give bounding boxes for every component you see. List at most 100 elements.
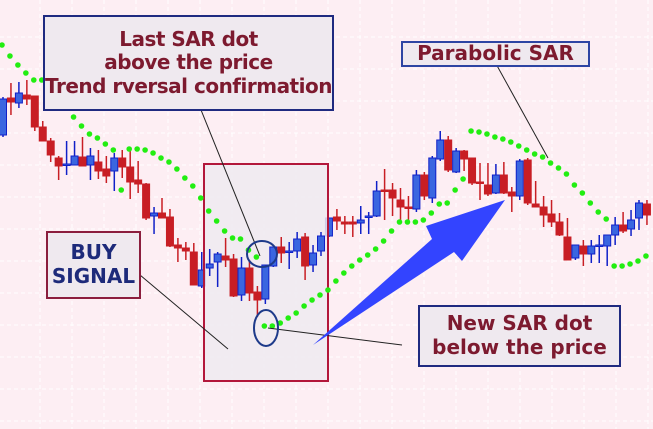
candle-body (6, 97, 15, 103)
candle-body (428, 157, 437, 199)
sar-dot (531, 151, 538, 157)
candle-body (420, 174, 429, 197)
sar-dot (595, 209, 602, 215)
candle-body (523, 159, 532, 204)
candle-body (611, 224, 620, 236)
candle-body (30, 95, 39, 128)
candle-body (38, 126, 47, 142)
sar-dot (349, 263, 355, 269)
sar-dot (396, 219, 403, 225)
candle-body (54, 157, 63, 167)
bearish-candle (54, 156, 63, 180)
bearish-candle (221, 238, 230, 267)
bearish-candle (539, 196, 548, 227)
sar-dot (0, 42, 5, 48)
candle-body (293, 238, 302, 252)
sar-dot (15, 62, 21, 68)
sar-dot (197, 195, 204, 201)
sar-dot (325, 287, 331, 293)
bullish-candle (205, 249, 214, 276)
candle-body (555, 221, 564, 236)
bullish-candle (635, 200, 643, 230)
sar-dot (420, 217, 427, 223)
sar-dot (221, 228, 228, 234)
bearish-candle (380, 169, 389, 220)
candle-body (221, 255, 230, 261)
bearish-candle (173, 238, 182, 262)
candle-body (134, 179, 143, 185)
sar-dot (571, 182, 578, 188)
sar-dot (555, 165, 562, 171)
bullish-candle (213, 252, 222, 287)
candle-body (165, 216, 174, 247)
bullish-candle (237, 257, 246, 301)
bullish-candle (412, 170, 421, 212)
sar-dot (333, 278, 339, 284)
bearish-candle (476, 163, 484, 200)
sar-dot (579, 190, 586, 196)
bearish-candle (30, 95, 39, 131)
candle-body (189, 251, 198, 286)
bullish-candle (587, 240, 596, 263)
sar-dot (293, 310, 299, 316)
candle-body (380, 189, 389, 192)
bearish-candle (619, 212, 628, 233)
candle-body (563, 236, 572, 261)
sar-dot (31, 77, 37, 83)
new-sar-dot-circle (253, 309, 279, 347)
sar-dot (468, 128, 474, 134)
sar-dot (309, 297, 315, 303)
candle-body (571, 244, 580, 259)
candle-body (515, 160, 524, 197)
candle-body (78, 156, 87, 167)
bearish-candle (531, 181, 540, 208)
bearish-candle (102, 156, 111, 183)
sar-dot (460, 176, 466, 182)
candle-body (491, 174, 500, 194)
candle-body (253, 291, 262, 301)
sar-dot (492, 134, 498, 140)
bullish-candle (595, 235, 604, 263)
bullish-candle (452, 148, 461, 173)
bullish-candle (571, 244, 580, 260)
bearish-candle (404, 196, 413, 222)
candle-body (436, 139, 445, 160)
candle-body (364, 215, 373, 218)
sar-dot (86, 131, 93, 137)
highlighted-candles (205, 232, 325, 317)
bearish-candle (6, 83, 15, 115)
bullish-candle (70, 141, 79, 166)
sar-dot (500, 136, 506, 142)
bearish-candle (181, 242, 190, 260)
candle-body (388, 189, 397, 199)
candle-body (340, 221, 349, 225)
candle-body (476, 181, 484, 184)
bearish-candle (523, 158, 532, 205)
bearish-candle (253, 286, 262, 317)
sar-dot (619, 263, 625, 269)
sar-dot (7, 53, 13, 59)
sar-dot (341, 270, 347, 276)
bearish-candle (563, 218, 572, 261)
candle-body (118, 157, 127, 168)
sar-dot (134, 146, 140, 152)
bearish-candle (22, 80, 31, 105)
candle-body (46, 140, 55, 156)
sar-dot (126, 146, 132, 152)
uptrend-arrow (313, 200, 505, 345)
sar-dot (404, 219, 411, 225)
last-sar-dot-circle (246, 240, 278, 268)
sar-dot (643, 253, 649, 259)
bearish-candle (468, 157, 477, 185)
sar-dot (444, 200, 451, 206)
bearish-candle (555, 213, 564, 236)
bearish-candle (332, 209, 341, 230)
sar-dot (253, 254, 260, 260)
candle-body (70, 155, 79, 166)
candle-body (587, 245, 596, 255)
sar-dot (166, 159, 172, 165)
sar-dot (428, 210, 435, 216)
bearish-candle (189, 243, 198, 286)
candle-body (94, 161, 103, 172)
